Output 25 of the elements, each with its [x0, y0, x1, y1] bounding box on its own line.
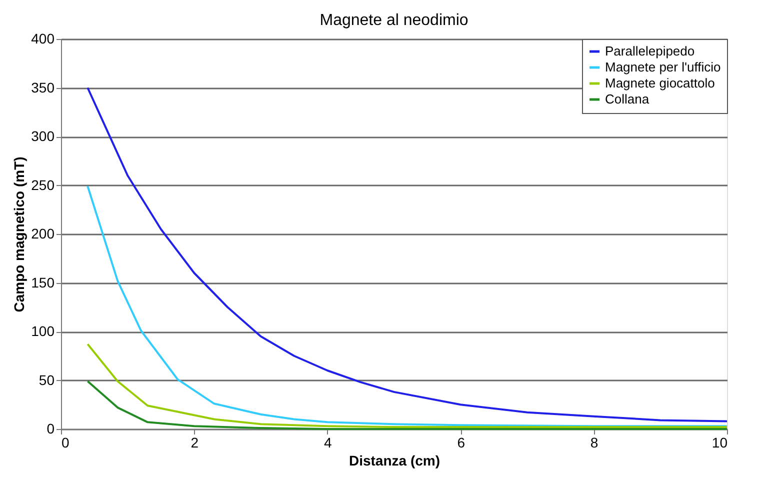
y-tick-label: 200	[31, 226, 55, 242]
x-axis-title: Distanza (cm)	[348, 452, 440, 468]
x-tick-label: 0	[62, 434, 70, 450]
x-tick-label: 4	[324, 434, 332, 450]
legend-label: Magnete per l'ufficio	[605, 60, 721, 74]
y-tick-label: 350	[31, 79, 55, 96]
legend-label: Parallelepipedo	[605, 44, 695, 58]
y-axis-title: Campo magnetico (mT)	[11, 156, 28, 312]
y-tick-label: 300	[31, 128, 55, 144]
x-tick-label: 10	[712, 434, 728, 450]
x-tick-label: 2	[190, 434, 199, 450]
legend-label: Magnete giocattolo	[605, 76, 715, 90]
y-tick-label: 400	[31, 30, 55, 46]
y-tick-label: 50	[38, 372, 55, 388]
y-tick-label: 250	[31, 176, 55, 193]
line-series	[86, 380, 728, 430]
line-series	[86, 185, 728, 428]
chart-title: Magnete al neodimio	[320, 12, 468, 29]
y-tick-label: 100	[31, 323, 55, 339]
x-tick-label: 8	[590, 434, 598, 450]
line-series	[86, 343, 728, 428]
x-tick-label: 6	[457, 434, 466, 450]
y-tick-label: 150	[31, 274, 55, 290]
legend-label: Collana	[605, 92, 650, 106]
y-tick-label: 0	[46, 420, 55, 436]
